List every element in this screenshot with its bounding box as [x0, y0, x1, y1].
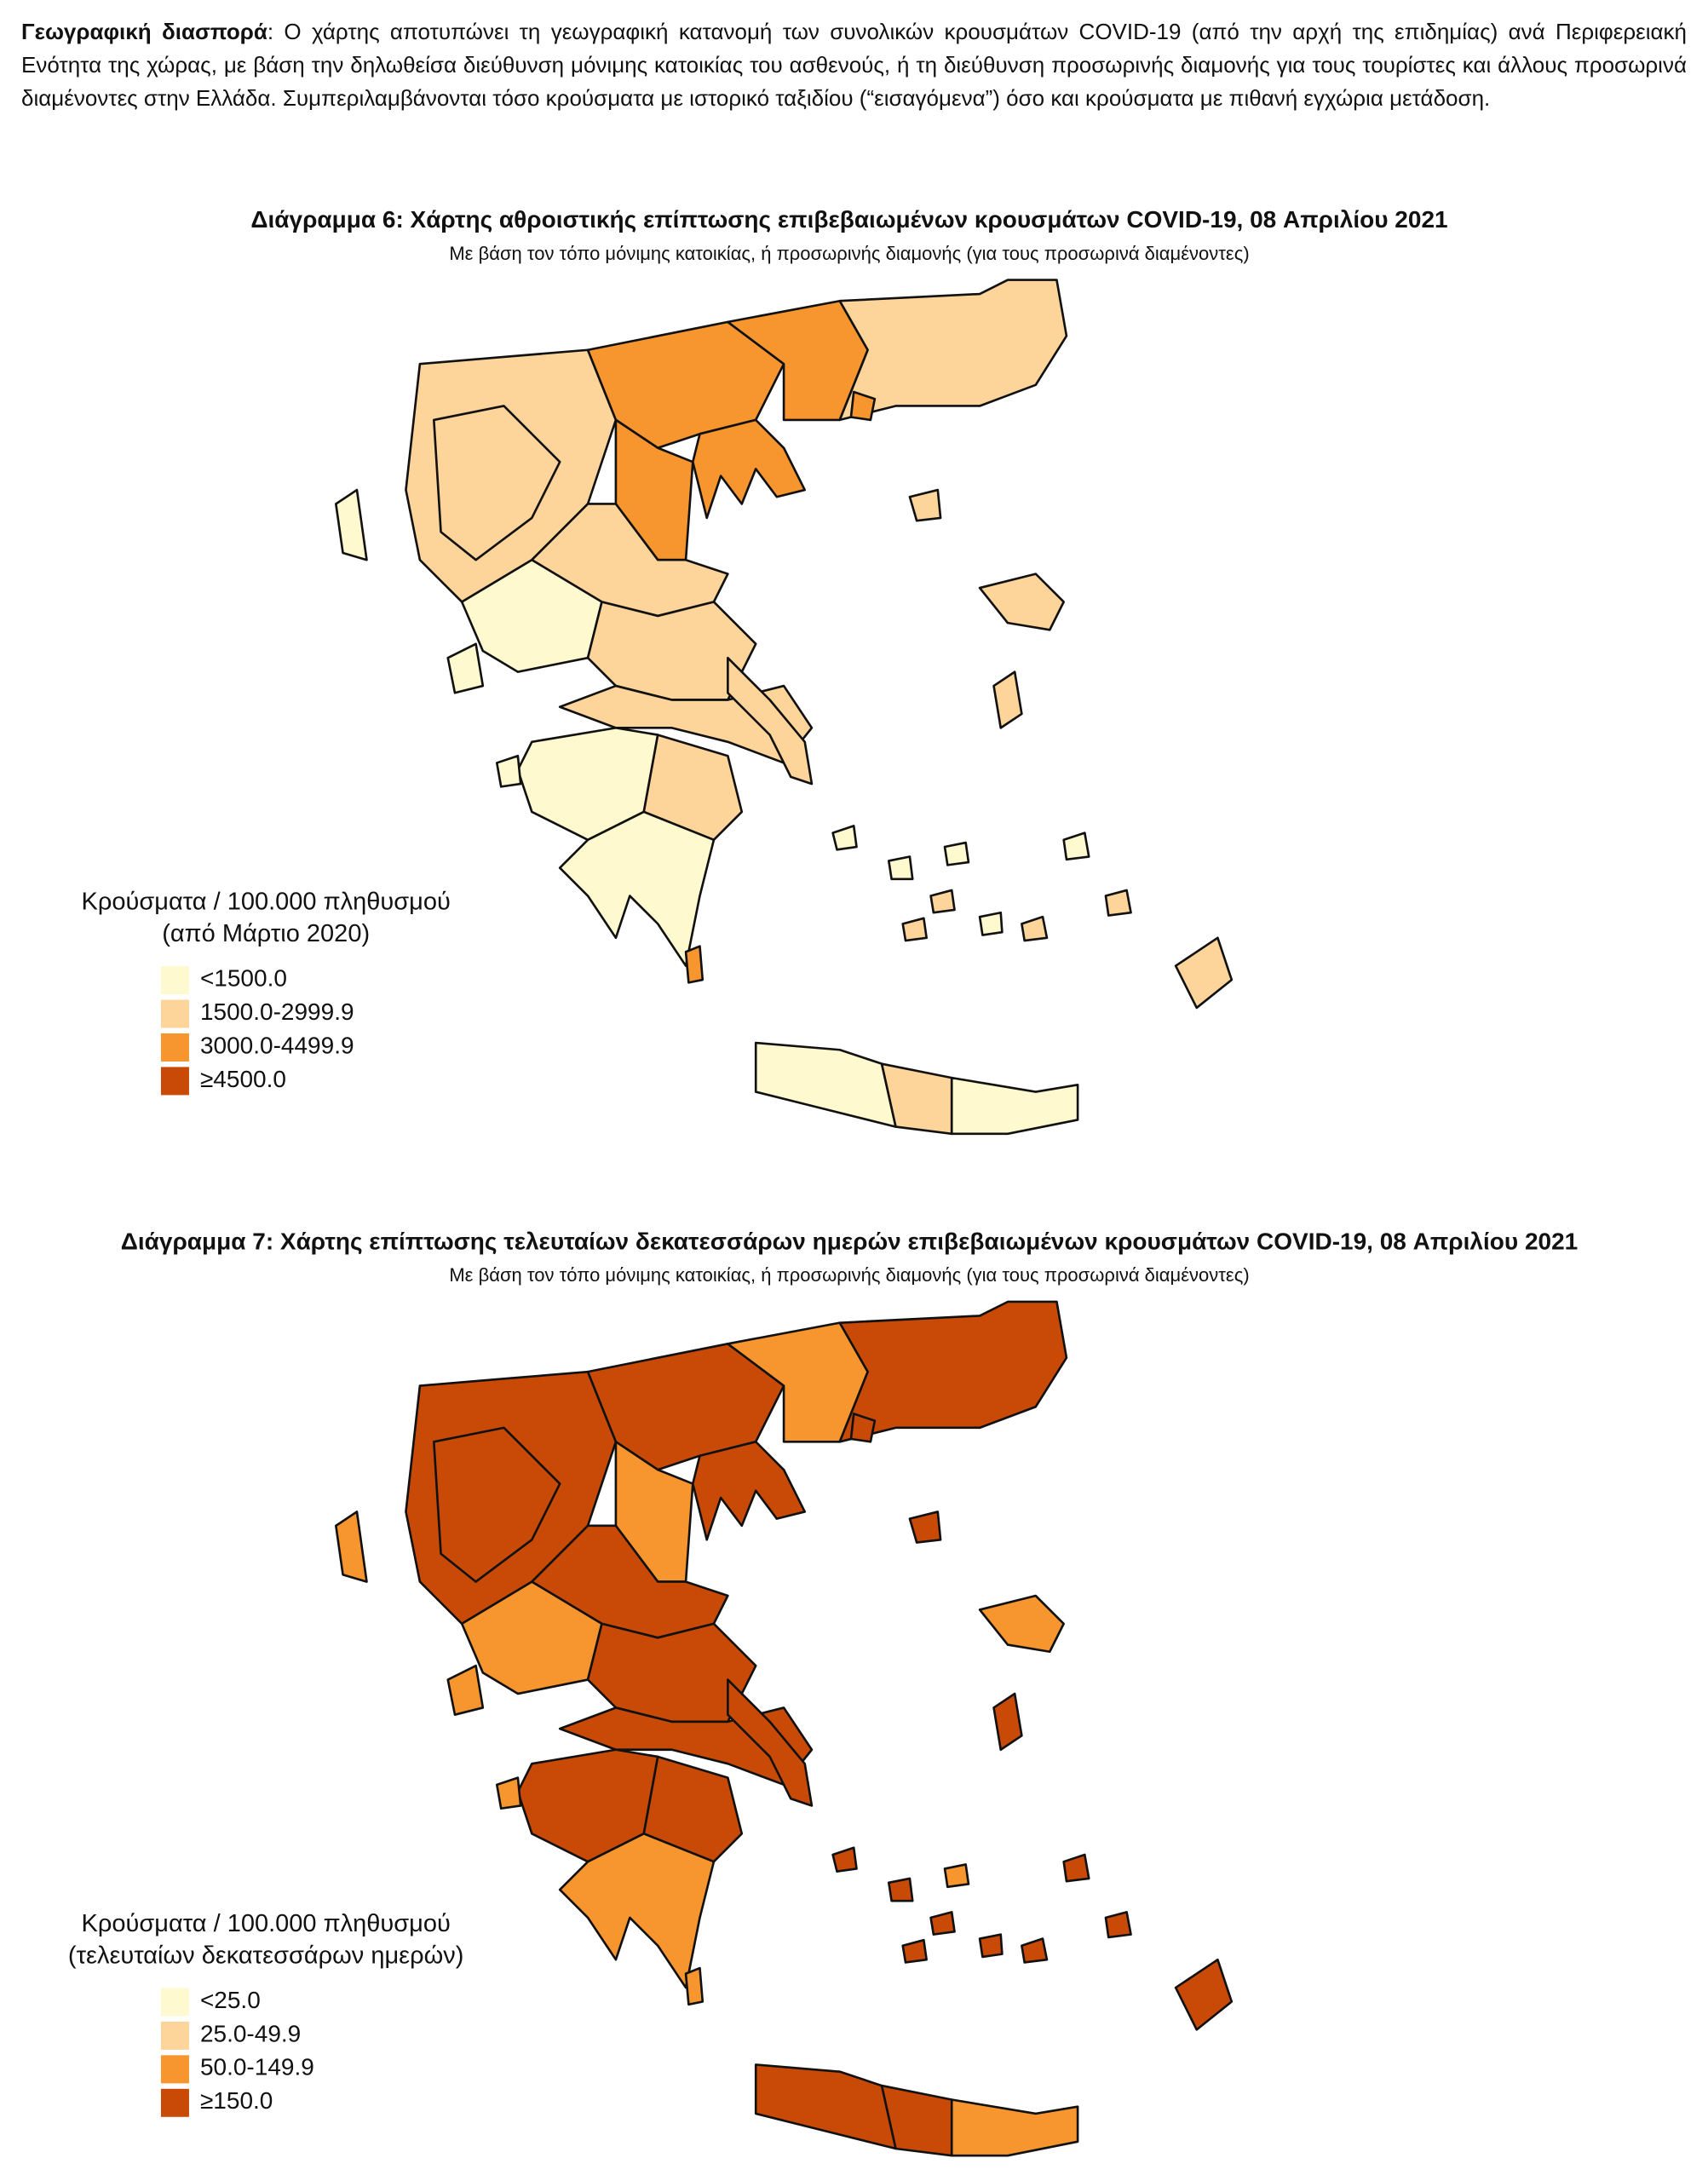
legend-label: 1500.0-2999.9 — [200, 998, 354, 1025]
legend-title: Κρούσματα / 100.000 πληθυσμού — [82, 1910, 451, 1937]
region — [831, 825, 858, 851]
region — [727, 1678, 814, 1807]
legend-swatch — [160, 966, 189, 995]
region — [901, 917, 928, 942]
region — [446, 642, 485, 694]
legend-label: 3000.0-4499.9 — [200, 1032, 354, 1058]
legend-label: 25.0-49.9 — [200, 2020, 301, 2046]
region — [908, 1511, 942, 1544]
intro-text: : Ο χάρτης αποτυπώνει τη γεωγραφική κατα… — [21, 19, 1688, 111]
legend-label: 50.0-149.9 — [200, 2054, 314, 2080]
region — [1104, 889, 1132, 917]
region — [1174, 936, 1234, 1010]
map — [335, 279, 1234, 1136]
map-subtitle: Με βάση τον τόπο μόνιμης κατοικίας, ή πρ… — [449, 243, 1249, 264]
region — [978, 1933, 1004, 1959]
region — [992, 670, 1023, 729]
legend-swatch — [160, 2088, 189, 2117]
region — [433, 405, 561, 561]
legend-title: (από Μάρτιο 2020) — [162, 920, 370, 947]
region — [1062, 1853, 1090, 1883]
region — [1104, 1911, 1132, 1939]
region — [691, 1440, 807, 1541]
region — [684, 945, 704, 984]
region — [754, 2063, 897, 2150]
legend-swatch — [160, 999, 189, 1028]
map-title: Διάγραμμα 6: Χάρτης αθροιστικής επίπτωση… — [250, 206, 1447, 233]
region — [1021, 915, 1049, 942]
legend-swatch — [160, 2021, 189, 2050]
legend-swatch — [160, 2055, 189, 2084]
region — [433, 1426, 561, 1583]
map-title: Διάγραμμα 7: Χάρτης επίπτωσης τελευταίων… — [121, 1228, 1578, 1254]
region — [950, 2098, 1079, 2157]
region — [978, 911, 1004, 936]
region — [831, 1846, 858, 1873]
map-subtitle: Με βάση τον τόπο μόνιμης κατοικίας, ή πρ… — [449, 1264, 1249, 1286]
region — [887, 855, 914, 881]
region — [495, 1776, 522, 1810]
region — [335, 488, 368, 561]
region — [887, 1877, 914, 1902]
region — [838, 279, 1068, 422]
intro-lead: Γεωγραφική διασπορά — [21, 19, 267, 44]
map — [335, 1300, 1234, 2157]
region — [943, 1863, 970, 1889]
legend-title: Κρούσματα / 100.000 πληθυσμού — [82, 888, 451, 915]
legend-swatch — [160, 1067, 189, 1096]
region — [1021, 1937, 1049, 1964]
region — [335, 1511, 368, 1583]
region — [1174, 1958, 1234, 2031]
region — [849, 390, 877, 422]
region — [558, 1833, 716, 1989]
region — [838, 1300, 1068, 1443]
region — [446, 1664, 485, 1716]
legend-title: (τελευταίων δεκατεσσάρων ημερών) — [68, 1942, 463, 1970]
region — [978, 573, 1065, 631]
region — [950, 1076, 1079, 1136]
region — [1062, 832, 1090, 861]
region — [642, 1755, 744, 1863]
region — [691, 418, 807, 520]
legend-label: <25.0 — [200, 1987, 261, 2013]
region — [908, 488, 942, 522]
region — [943, 841, 970, 866]
region — [495, 754, 522, 788]
legend-swatch — [160, 1033, 189, 1062]
region — [642, 734, 744, 842]
region — [929, 889, 956, 914]
region — [754, 1041, 897, 1128]
legend-swatch — [160, 1988, 189, 2017]
intro-paragraph: Γεωγραφική διασπορά: Ο χάρτης αποτυπώνει… — [21, 15, 1687, 115]
region — [727, 656, 814, 786]
region — [901, 1938, 928, 1964]
region — [558, 810, 716, 967]
region — [849, 1413, 877, 1443]
region — [978, 1594, 1065, 1654]
region — [929, 1911, 956, 1936]
legend-label: <1500.0 — [200, 964, 287, 991]
legend-label: ≥150.0 — [200, 2087, 273, 2114]
region — [684, 1966, 704, 2006]
region — [992, 1692, 1023, 1752]
legend-label: ≥4500.0 — [200, 1066, 286, 1092]
